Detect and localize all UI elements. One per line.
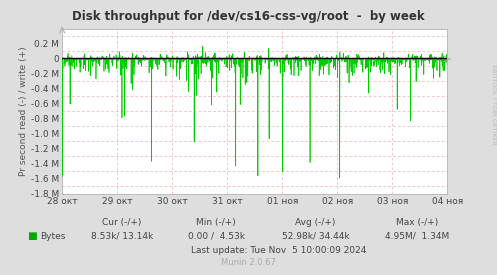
Text: Cur (-/+): Cur (-/+): [102, 218, 142, 227]
Text: 52.98k/ 34.44k: 52.98k/ 34.44k: [282, 232, 349, 241]
Text: 0.00 /  4.53k: 0.00 / 4.53k: [188, 232, 245, 241]
Text: 4.95M/  1.34M: 4.95M/ 1.34M: [385, 232, 450, 241]
Text: ■: ■: [27, 231, 37, 241]
Text: Disk throughput for /dev/cs16-css-vg/root  -  by week: Disk throughput for /dev/cs16-css-vg/roo…: [72, 10, 425, 23]
Text: 8.53k/ 13.14k: 8.53k/ 13.14k: [90, 232, 153, 241]
Text: Bytes: Bytes: [40, 232, 65, 241]
Text: Munin 2.0.67: Munin 2.0.67: [221, 258, 276, 267]
Text: Max (-/+): Max (-/+): [396, 218, 439, 227]
Y-axis label: Pr second read (-) / write (+): Pr second read (-) / write (+): [19, 46, 28, 176]
Text: Avg (-/+): Avg (-/+): [295, 218, 336, 227]
Text: Last update: Tue Nov  5 10:00:09 2024: Last update: Tue Nov 5 10:00:09 2024: [191, 246, 366, 255]
Text: Min (-/+): Min (-/+): [196, 218, 236, 227]
Text: RRDTOOL / TOBI OETIKER: RRDTOOL / TOBI OETIKER: [491, 64, 496, 145]
